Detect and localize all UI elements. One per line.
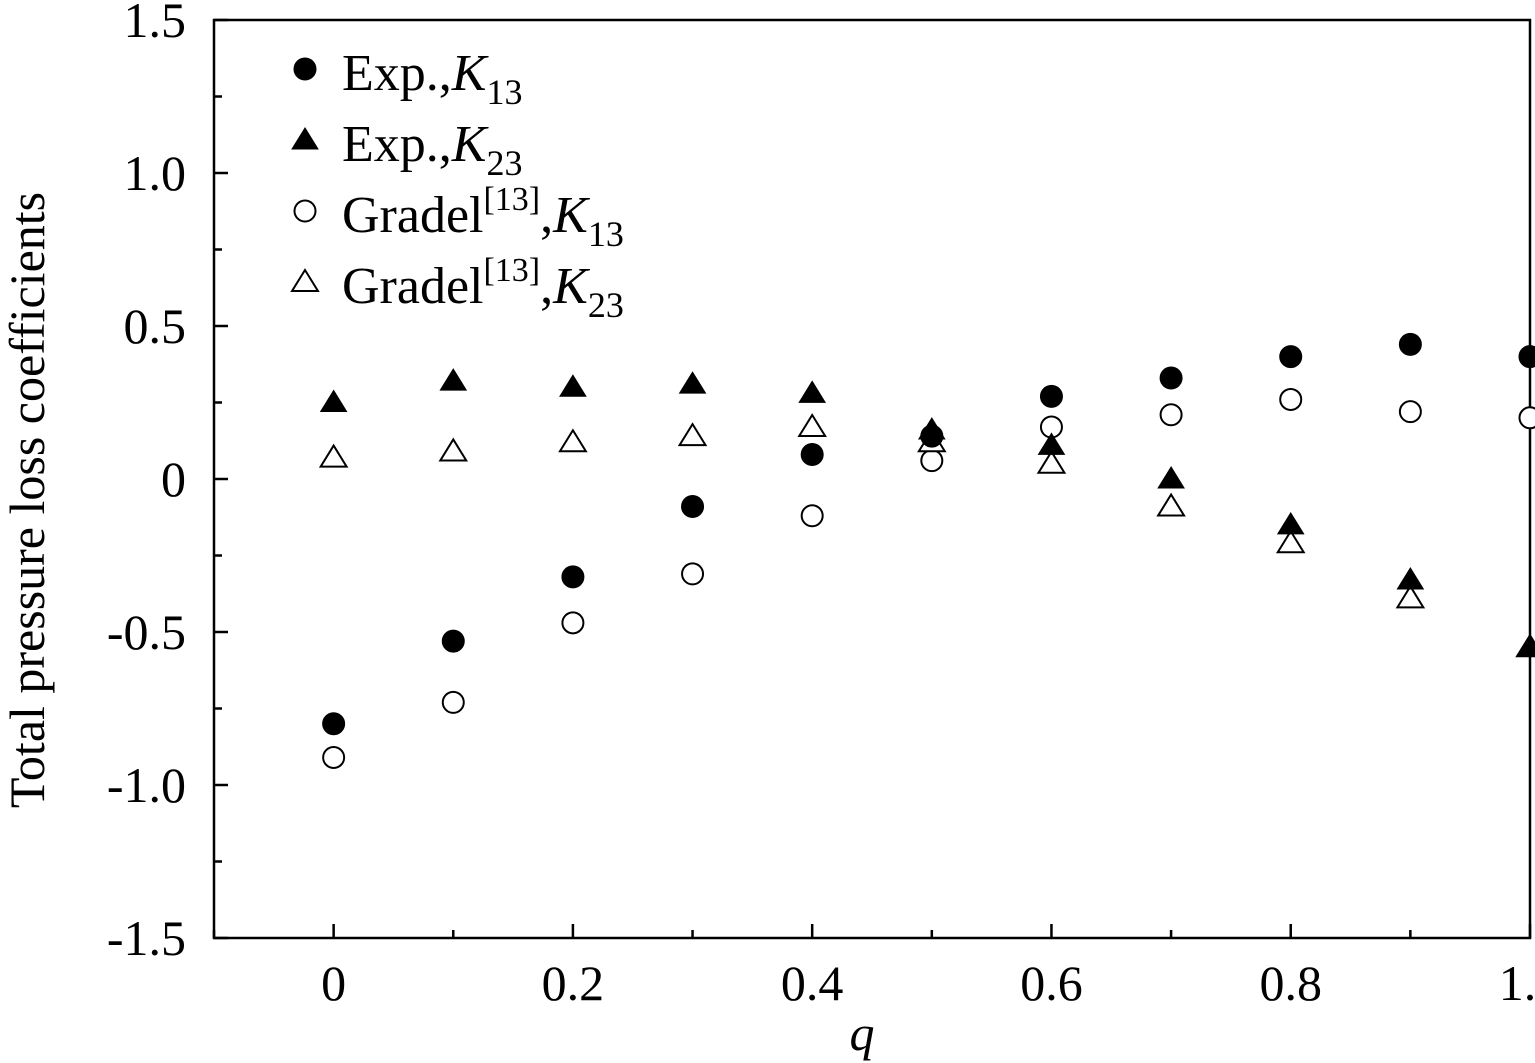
- legend-label-sub: 23: [588, 285, 624, 325]
- data-point: [678, 371, 707, 394]
- data-point: [322, 712, 346, 736]
- x-tick-label: 0.6: [1020, 955, 1083, 1011]
- data-point: [1518, 345, 1535, 369]
- legend-label-base: Exp.,: [342, 116, 452, 173]
- data-point: [318, 443, 349, 468]
- data-point: [1398, 400, 1422, 424]
- y-tick-label: 1.5: [124, 0, 187, 48]
- legend-label-var: K: [451, 116, 489, 173]
- legend-label: Exp.,K13: [342, 45, 522, 112]
- legend-label: Gradel[13],K13: [342, 181, 624, 254]
- data-point: [677, 422, 708, 447]
- data-point: [681, 562, 705, 586]
- y-axis-title: Total pressure loss coefficients: [0, 192, 55, 808]
- legend-label: Gradel[13],K23: [342, 252, 624, 325]
- data-point: [319, 389, 348, 412]
- legend-label-var: K: [552, 187, 590, 244]
- data-point: [800, 443, 824, 467]
- data-point: [1279, 345, 1303, 369]
- legend-marker: [290, 268, 320, 292]
- y-tick-label: 1.0: [124, 145, 187, 201]
- data-point: [917, 417, 946, 440]
- y-tick-label: 0.5: [124, 298, 187, 354]
- legend-marker: [293, 57, 317, 81]
- legend-label-tail: ,: [540, 258, 553, 315]
- data-point: [800, 504, 824, 528]
- data-point: [1039, 384, 1063, 408]
- legend-label-sub: 23: [486, 143, 522, 183]
- data-points: [318, 332, 1535, 769]
- data-point: [1518, 406, 1535, 430]
- legend-label-sub: 13: [486, 72, 522, 112]
- data-point: [322, 745, 346, 769]
- data-point: [438, 437, 469, 462]
- data-point: [1156, 492, 1186, 517]
- data-point: [681, 495, 705, 519]
- legend-marker: [291, 127, 319, 150]
- data-point: [1159, 403, 1183, 427]
- data-point: [561, 565, 585, 589]
- x-axis-title: q: [850, 1005, 875, 1061]
- x-tick-label: 0.8: [1259, 955, 1322, 1011]
- data-point: [1395, 584, 1426, 609]
- data-point: [1159, 366, 1183, 390]
- data-point: [797, 413, 827, 437]
- data-point: [1516, 634, 1535, 657]
- legend-label-base: Gradel: [342, 258, 483, 315]
- y-axis: -1.5 -1.0 -0.5 0 0.5 1.0 1.5: [107, 0, 228, 966]
- legend-label-var: K: [552, 258, 590, 315]
- legend-marker: [293, 199, 317, 223]
- x-axis: 0 0.2 0.4 0.6 0.8 1.0: [212, 924, 1535, 1011]
- data-point: [441, 690, 465, 714]
- legend-label: Exp.,K23: [342, 116, 522, 183]
- data-point: [441, 629, 465, 653]
- data-point: [1398, 332, 1422, 356]
- data-point: [1037, 432, 1066, 455]
- data-point: [1279, 387, 1303, 411]
- legend-label-sub: 13: [588, 214, 624, 254]
- data-point: [920, 449, 944, 473]
- y-tick-label: -1.0: [107, 757, 186, 813]
- data-point: [561, 611, 585, 635]
- legend-label-sup: [13]: [483, 181, 540, 218]
- legend-label-base: Gradel: [342, 187, 483, 244]
- data-point: [1276, 511, 1305, 535]
- data-point: [558, 428, 588, 453]
- legend-label-base: Exp.,: [342, 45, 452, 102]
- data-point: [1157, 466, 1185, 489]
- data-point: [1036, 449, 1067, 474]
- x-tick-label: 0: [321, 955, 346, 1011]
- legend: Exp.,K13Exp.,K23Gradel[13],K13Gradel[13]…: [290, 45, 624, 325]
- x-tick-label: 1.0: [1499, 955, 1535, 1011]
- legend-label-tail: ,: [540, 187, 553, 244]
- legend-label-var: K: [451, 45, 489, 102]
- x-tick-label: 0.4: [781, 955, 844, 1011]
- x-tick-label: 0.2: [542, 955, 605, 1011]
- y-tick-label: -1.5: [107, 910, 186, 966]
- legend-label-sup: [13]: [483, 252, 540, 289]
- y-tick-label: -0.5: [107, 604, 186, 660]
- data-point: [798, 380, 827, 403]
- data-point: [439, 368, 468, 391]
- data-point: [1396, 567, 1425, 590]
- data-point: [559, 374, 587, 397]
- y-tick-label: 0: [161, 451, 186, 507]
- data-point: [1275, 529, 1306, 554]
